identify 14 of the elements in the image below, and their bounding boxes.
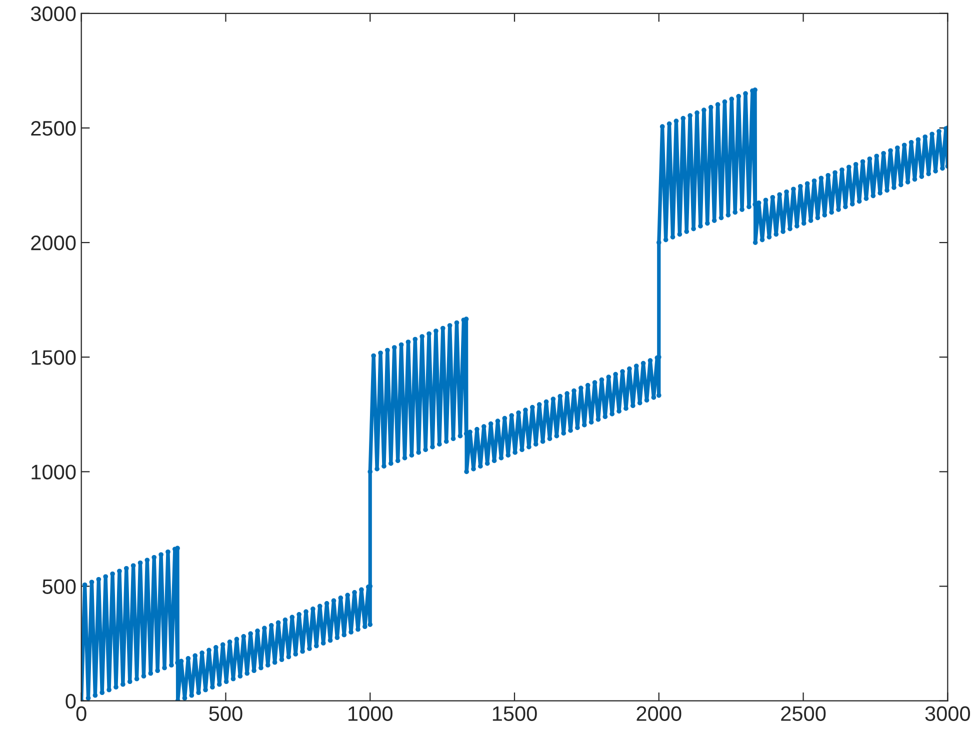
y-tick-label: 2500 xyxy=(31,120,76,136)
x-tick-label: 2000 xyxy=(636,706,682,722)
x-tick-label: 500 xyxy=(209,706,242,722)
y-tick-label: 3000 xyxy=(30,6,76,22)
y-tick-label: 0 xyxy=(66,694,76,709)
x-tick-label: 0 xyxy=(76,706,86,722)
x-tick-label: 1000 xyxy=(348,706,392,722)
y-tick-label: 500 xyxy=(42,579,76,594)
x-tick-label: 2500 xyxy=(781,706,826,722)
y-tick-label: 1500 xyxy=(32,350,76,365)
x-tick-label: 1500 xyxy=(492,706,537,722)
x-tick-label: 3000 xyxy=(925,706,970,722)
y-tick-label: 1000 xyxy=(32,464,76,480)
y-tick-label: 2000 xyxy=(31,236,76,250)
